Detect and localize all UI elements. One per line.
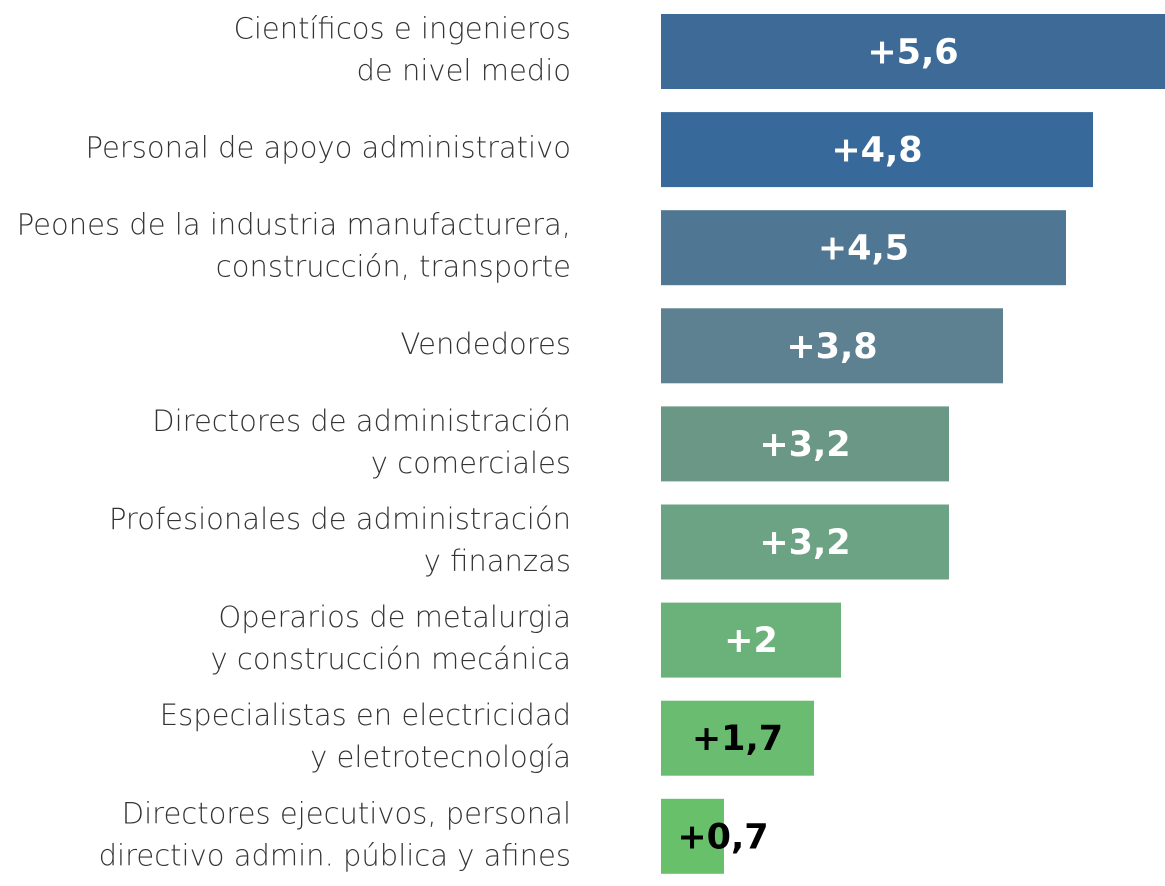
bar (661, 504, 949, 580)
category-label: Profesionales de administración y finanza… (109, 502, 571, 578)
bar (661, 210, 1066, 286)
category-label: Operarios de metalurgia y construcción me… (211, 600, 571, 676)
bar (661, 14, 1165, 89)
value-label: +1,7 (692, 719, 783, 759)
category-label: Especialistas en electricidad y eletrotec… (160, 698, 571, 774)
bar (661, 308, 1003, 384)
bar (661, 798, 724, 874)
category-label: Personal de apoyo administrativo (86, 131, 571, 165)
category-label: Vendedores (401, 327, 571, 361)
value-label: +3,8 (786, 327, 877, 367)
value-label: +2 (724, 621, 778, 661)
bar (661, 406, 949, 482)
value-label: +5,6 (867, 33, 958, 73)
value-label: +0,7 (677, 817, 768, 857)
category-label: Científicos e ingenieros de nivel medio (234, 12, 571, 88)
bar (661, 112, 1093, 188)
value-label: +4,5 (818, 229, 909, 269)
value-label: +4,8 (831, 131, 922, 171)
value-label: +3,2 (759, 425, 850, 465)
bar (661, 602, 841, 678)
bar (661, 700, 814, 776)
category-label: Directores ejecutivos, personal directivo… (99, 796, 571, 872)
category-label: Directores de administración y comerciale… (152, 404, 571, 480)
category-label: Peones de la industria manufacturera, con… (17, 208, 571, 284)
value-label: +3,2 (759, 523, 850, 563)
